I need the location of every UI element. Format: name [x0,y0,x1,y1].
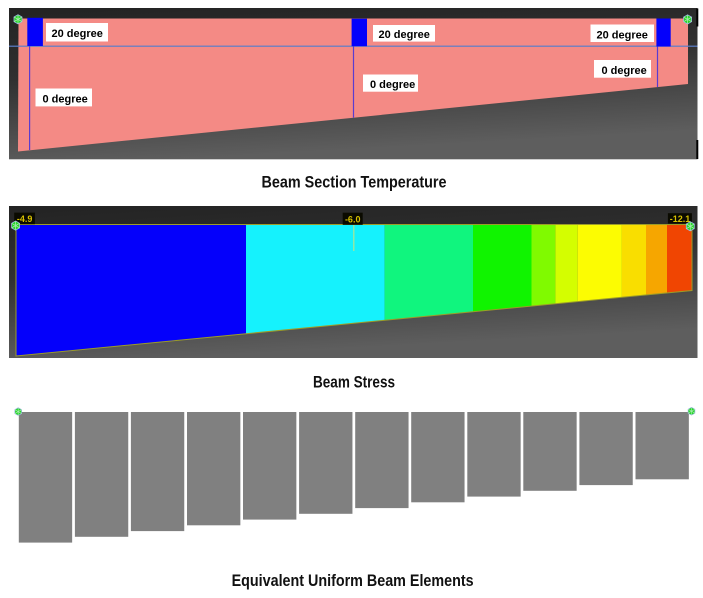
svg-text:0 degree: 0 degree [602,65,647,77]
svg-text:-6.0: -6.0 [345,214,361,224]
svg-text:0 degree: 0 degree [43,94,88,106]
svg-text:Beam Stress: Beam Stress [313,372,395,391]
svg-text:Equivalent Uniform Beam Elemen: Equivalent Uniform Beam Elements [232,571,474,590]
svg-text:20 degree: 20 degree [52,28,103,40]
svg-text:-12.1: -12.1 [670,214,691,224]
svg-text:Beam Section Temperature: Beam Section Temperature [262,173,447,192]
svg-text:0 degree: 0 degree [370,79,415,91]
svg-text:-4.9: -4.9 [17,214,33,224]
svg-text:20 degree: 20 degree [597,29,648,41]
svg-text:20 degree: 20 degree [379,29,430,41]
